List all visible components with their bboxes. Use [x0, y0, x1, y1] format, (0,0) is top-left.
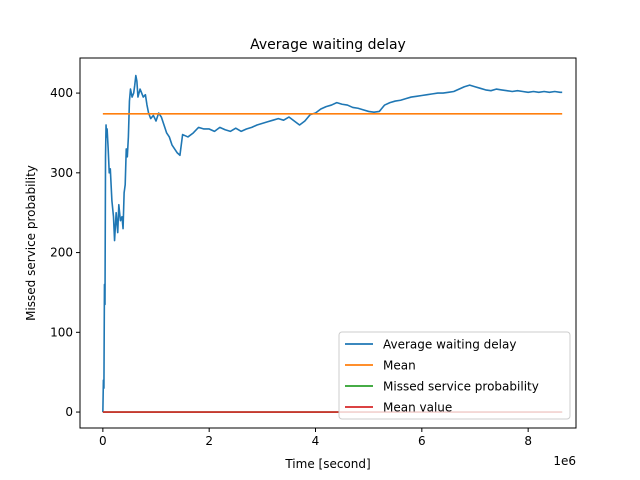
- y-axis: 0 100 200 300 400: [50, 86, 80, 419]
- x-axis: 0 2 4 6 8: [99, 428, 532, 448]
- y-tick-label: 300: [50, 166, 73, 180]
- y-tick-label: 200: [50, 246, 73, 260]
- x-tick-label: 8: [524, 434, 532, 448]
- y-tick-label: 400: [50, 86, 73, 100]
- legend: Average waiting delay Mean Missed service …: [338, 331, 571, 420]
- legend-label-2: Missed service probability: [383, 380, 539, 394]
- y-axis-label: Missed service probability: [24, 165, 38, 321]
- series-line-0: [102, 74, 563, 413]
- x-tick-label: 6: [418, 434, 426, 448]
- x-tick-label: 2: [205, 434, 213, 448]
- legend-label-3: Mean value: [383, 401, 452, 415]
- x-axis-label: Time [second]: [284, 457, 370, 471]
- plot-area: [102, 74, 563, 413]
- legend-label-1: Mean: [383, 359, 416, 373]
- legend-label-0: Average waiting delay: [383, 338, 516, 352]
- y-tick-label: 0: [65, 405, 73, 419]
- axes-frame: [79, 57, 577, 429]
- chart-title: Average waiting delay: [250, 37, 406, 53]
- x-tick-label: 0: [99, 434, 107, 448]
- legend-box: [338, 331, 571, 420]
- x-axis-offset-label: 1e6: [553, 454, 576, 468]
- x-tick-label: 4: [312, 434, 320, 448]
- y-tick-label: 100: [50, 325, 73, 339]
